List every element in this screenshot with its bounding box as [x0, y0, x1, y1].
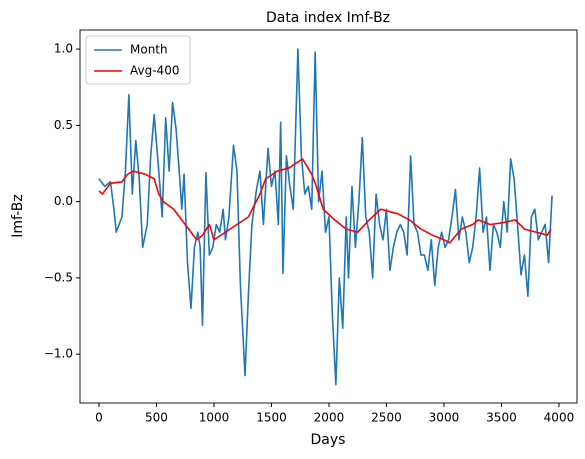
plot-frame [79, 29, 578, 404]
x-tick-label: 500 [145, 411, 168, 425]
x-tick-label: 3500 [486, 411, 517, 425]
x-tick-label: 3000 [429, 411, 460, 425]
x-tick-label: 1000 [199, 411, 230, 425]
legend-label: Avg-400 [130, 64, 179, 78]
data-line [98, 48, 553, 386]
y-tick-label: −1.0 [44, 347, 73, 361]
x-tick-label: 0 [95, 411, 103, 425]
legend-label: Month [130, 43, 168, 57]
chart-title: Data index Imf-Bz [266, 10, 390, 26]
x-tick-label: 2000 [314, 411, 345, 425]
x-tick-label: 1500 [256, 411, 287, 425]
y-axis-label: Imf-Bz [10, 194, 26, 237]
x-axis-label: Days [311, 432, 346, 448]
legend-box [85, 35, 191, 85]
y-tick-label: 0.5 [54, 118, 73, 132]
x-tick-label: 2500 [371, 411, 402, 425]
x-tick-label: 4000 [544, 411, 575, 425]
y-tick-label: 1.0 [54, 42, 73, 56]
y-tick-label: 0.0 [54, 194, 73, 208]
data-line [98, 158, 552, 244]
y-tick-label: −0.5 [44, 270, 73, 284]
